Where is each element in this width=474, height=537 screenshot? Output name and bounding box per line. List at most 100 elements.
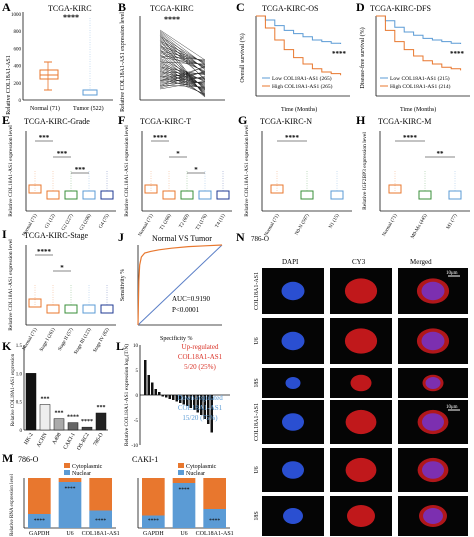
y-axis-label: Relative RNA expression level xyxy=(10,473,15,535)
bar xyxy=(147,375,150,395)
x-tick-label: 786-O xyxy=(93,432,105,447)
bar-nuclear xyxy=(172,483,196,528)
y-axis-label: Relative COL18A1-AS1 expression log₂(T/N… xyxy=(123,344,130,446)
row-label: COL18A1-AS1 xyxy=(254,272,260,310)
box xyxy=(82,190,96,200)
bar xyxy=(165,395,168,398)
panel-m: M 786-O CAKI-1 Relative RNA expression l… xyxy=(2,451,234,537)
x-tick-label: CAKI-1 xyxy=(63,432,77,451)
bar xyxy=(186,395,189,406)
panel-title: TCGA-KIRC xyxy=(48,4,92,13)
panel-letter: N xyxy=(236,230,245,244)
up-label: Up-regulated xyxy=(182,343,219,351)
y-tick-label: 600 xyxy=(14,47,22,52)
panel-title: TCGA-KIRC-DFS xyxy=(370,4,431,13)
bar xyxy=(210,395,213,433)
x-tick-label: ACHN xyxy=(36,432,49,449)
x-axis-label: Time (Months) xyxy=(281,106,317,113)
bar xyxy=(196,395,199,413)
box xyxy=(100,304,114,314)
cy3-signal xyxy=(344,278,378,304)
y-tick-label: 1000 xyxy=(11,13,22,18)
significance: **** xyxy=(81,419,93,425)
significance: **** xyxy=(285,134,300,142)
panel-a: A TCGA-KIRC **** Relative COL18A1-AS1 10… xyxy=(2,0,113,115)
significance: *** xyxy=(75,166,86,174)
x-tick-label: OS-RC2 xyxy=(76,432,91,452)
down-count: 15/20 (75%) xyxy=(182,414,218,422)
y-tick-label: 200 xyxy=(14,82,22,87)
legend-low: Low COL18A1-AS1 (265) xyxy=(272,75,332,82)
bar-nuclear xyxy=(28,514,51,528)
row-2: E TCGA-KIRC-Grade Relative COL18A1-AS1 exp… xyxy=(2,113,470,240)
merged-nucleus xyxy=(421,281,445,301)
nucleus-dapi xyxy=(285,377,301,389)
row-label: COL18A1-AS1 xyxy=(254,403,260,441)
bar-nuclear xyxy=(203,509,226,528)
bar xyxy=(182,395,185,405)
y-tick-label: 5 xyxy=(136,369,139,374)
y-axis-label: Overall survival (%) xyxy=(239,33,246,82)
down-label: COL18A1-AS1 xyxy=(178,404,223,412)
up-count: 5/20 (25%) xyxy=(184,363,216,371)
x-axis-label: Specificity % xyxy=(160,335,193,342)
bar xyxy=(151,382,154,395)
bar xyxy=(193,395,196,410)
legend-swatch xyxy=(64,470,70,475)
significance: **** xyxy=(95,518,106,524)
box xyxy=(64,304,78,314)
paired-line xyxy=(159,84,206,88)
y-tick-label: 1.0 xyxy=(16,372,23,377)
box xyxy=(64,190,78,200)
significance: **** xyxy=(403,134,418,142)
legend-low: Low COL18A1-AS1 (215) xyxy=(390,75,450,82)
box-tumor xyxy=(82,18,98,96)
bar-nuclear xyxy=(142,515,165,528)
paired-line xyxy=(159,29,206,61)
paired-line xyxy=(159,61,206,65)
panel-title: TCGA-KIRC-Grade xyxy=(24,117,90,126)
bar xyxy=(39,404,51,431)
panel-d: D TCGA-KIRC-DFS Disease-free survival (%… xyxy=(356,0,470,113)
panel-title: TCGA-KIRC-OS xyxy=(262,4,318,13)
bar-series: 1.5 1.0 0.5 0HK-2 *** ACHN *** A498 **** CAKI-1 **… xyxy=(16,344,107,452)
y-tick-label: 0 xyxy=(136,394,139,399)
significance: **** xyxy=(63,13,79,22)
significance: **** xyxy=(153,134,168,142)
significance: *** xyxy=(41,397,50,403)
nucleus-dapi xyxy=(281,281,305,301)
row-label: 18S xyxy=(254,511,260,520)
bar xyxy=(172,395,175,400)
y-axis-label: Sensitivity % xyxy=(120,269,126,301)
paired-line xyxy=(159,75,206,95)
x-tick-label: T1 (266) xyxy=(160,213,173,231)
cy3-signal xyxy=(345,457,377,483)
bar xyxy=(67,422,79,431)
box xyxy=(162,190,176,200)
bar xyxy=(203,395,206,419)
x-tick-label: Stage IV (82) xyxy=(93,327,111,353)
bar-cytoplasmic xyxy=(89,478,112,511)
subpanel-title: 786-O xyxy=(18,455,39,464)
row-label: U6 xyxy=(254,466,260,473)
bar xyxy=(189,395,192,408)
box xyxy=(418,190,432,200)
panel-letter: B xyxy=(118,0,126,14)
box-normal xyxy=(39,61,59,91)
y-tick-label: -5 xyxy=(134,419,139,424)
panel-letter: M xyxy=(2,451,13,465)
panel-n: N 786-O DAPI CY3 Merged CAKI-1 COL18A1-A… xyxy=(236,230,468,536)
legend-label: Cytoplasmic xyxy=(186,464,217,470)
significance: **** xyxy=(164,15,180,24)
bar-cytoplasmic xyxy=(172,478,196,483)
x-tick-label: N1 (15) xyxy=(329,213,341,229)
scale-label: 10μm xyxy=(446,405,458,410)
panel-j: J Normal VS Tumor Sensitivity % AUC=0.91… xyxy=(118,230,223,342)
box xyxy=(144,184,158,194)
bar-nuclear xyxy=(89,510,112,528)
x-tick-label: T3 (176) xyxy=(196,213,209,231)
bar xyxy=(95,412,107,431)
significance: **** xyxy=(332,50,347,58)
significance: * xyxy=(194,166,198,174)
